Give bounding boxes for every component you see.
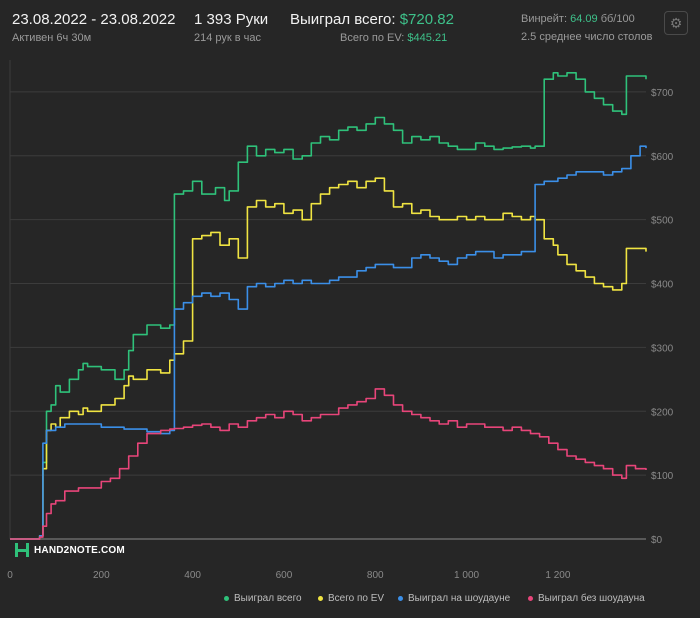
- hand2note-logo-icon: [15, 543, 29, 557]
- legend-item-ev[interactable]: Всего по EV: [318, 593, 384, 604]
- legend-dot-yellow: [318, 596, 323, 601]
- y-tick-label: $400: [651, 280, 674, 291]
- legend-label: Выиграл всего: [234, 593, 302, 604]
- hands-per-hour: 214 рук в час: [194, 32, 262, 44]
- x-tick-label: 600: [276, 570, 293, 581]
- y-tick-label: $500: [651, 216, 674, 227]
- won-total-value: $720.82: [399, 11, 454, 28]
- series-line-0: [10, 72, 647, 540]
- y-tick-label: $100: [651, 471, 674, 482]
- winrate-unit: бб/100: [600, 13, 635, 25]
- legend-item-non-showdown[interactable]: Выиграл без шоудауна: [528, 593, 645, 604]
- legend-dot-pink: [528, 596, 533, 601]
- y-tick-label: $700: [651, 88, 674, 99]
- winrate-label: Винрейт:: [521, 13, 568, 25]
- x-tick-label: 1 000: [454, 570, 479, 581]
- y-tick-label: $200: [651, 407, 674, 418]
- date-range: 23.08.2022 - 23.08.2022: [12, 11, 176, 28]
- series-line-3: [10, 388, 647, 540]
- winrate-value: 64.09: [570, 13, 598, 25]
- winrate: Винрейт: 64.09 бб/100: [521, 13, 635, 25]
- hand2note-logo: HAND2NOTE.COM: [14, 542, 125, 558]
- ev-total-label: Всего по EV:: [340, 32, 405, 44]
- y-tick-label: $300: [651, 343, 674, 354]
- gear-icon: ⚙: [669, 14, 683, 31]
- y-tick-label: $0: [651, 535, 663, 546]
- x-tick-label: 400: [184, 570, 201, 581]
- y-tick-label: $600: [651, 152, 674, 163]
- won-total: Выиграл всего: $720.82: [290, 11, 454, 28]
- x-tick-label: 800: [367, 570, 384, 581]
- ev-total: Всего по EV: $445.21: [340, 32, 447, 44]
- won-total-label: Выиграл всего:: [290, 11, 396, 28]
- settings-gear-button[interactable]: ⚙: [664, 11, 688, 35]
- profit-chart: $0 $100 $200 $300 $400 $500 $600 $700 0 200 400 60…: [7, 60, 674, 581]
- legend-label: Выиграл без шоудауна: [538, 593, 645, 604]
- avg-tables: 2.5 среднее число столов: [521, 31, 653, 43]
- series-line-2: [10, 145, 647, 540]
- legend-dot-green: [224, 596, 229, 601]
- legend-label: Всего по EV: [328, 593, 385, 604]
- x-tick-label: 200: [93, 570, 110, 581]
- hands-count: 1 393 Руки: [194, 11, 269, 28]
- x-tick-label: 0: [7, 570, 13, 581]
- legend-item-won-total[interactable]: Выиграл всего: [224, 593, 302, 604]
- active-time: Активен 6ч 30м: [12, 32, 92, 44]
- legend-label: Выиграл на шоудауне: [408, 593, 511, 604]
- x-tick-label: 1 200: [545, 570, 570, 581]
- ev-total-value: $445.21: [407, 32, 448, 44]
- logo-text: HAND2NOTE.COM: [34, 544, 125, 556]
- series-line-1: [10, 177, 647, 540]
- legend-dot-blue: [398, 596, 403, 601]
- legend-item-showdown[interactable]: Выиграл на шоудауне: [398, 593, 510, 604]
